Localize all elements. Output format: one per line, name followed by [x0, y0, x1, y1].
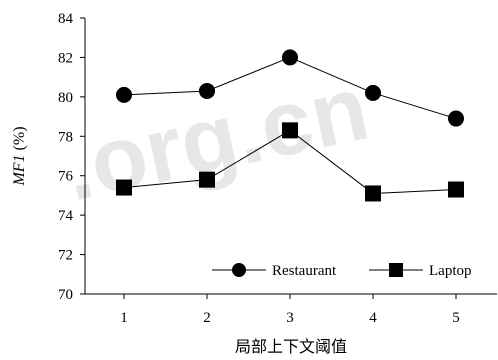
- legend-marker-laptop: [389, 263, 403, 277]
- y-tick-label: 78: [58, 129, 73, 145]
- axes: [84, 18, 497, 295]
- legend-marker-restaurant: [232, 263, 246, 277]
- x-tick-label: 5: [452, 310, 460, 326]
- y-tick-label: 72: [58, 248, 73, 264]
- x-ticks: 1 2 3 4 5: [120, 294, 460, 326]
- y-axis-title-italic: MF1: [11, 154, 28, 186]
- legend-label-restaurant: Restaurant: [272, 263, 337, 279]
- y-axis-title: MF1 (%): [11, 126, 28, 186]
- y-tick-label: 74: [58, 208, 74, 224]
- x-tick-label: 3: [286, 310, 294, 326]
- y-tick-label: 76: [58, 169, 74, 185]
- data-point-restaurant: [365, 84, 381, 101]
- data-point-restaurant: [282, 49, 298, 66]
- x-tick-label: 1: [120, 310, 128, 326]
- watermark-text: .org.cn: [56, 57, 377, 221]
- series-group: [116, 49, 464, 202]
- data-point-laptop: [199, 171, 215, 188]
- y-tick-label: 82: [58, 50, 73, 66]
- y-tick-label: 84: [58, 11, 74, 27]
- x-axis-title: 局部上下文阈值: [235, 338, 347, 356]
- x-tick-label: 2: [203, 310, 211, 326]
- legend-label-laptop: Laptop: [429, 263, 472, 279]
- data-point-laptop: [448, 181, 464, 198]
- y-ticks: 70 72 74 76 78 80 82 84: [58, 11, 85, 303]
- y-axis-title-suffix: (%): [11, 126, 28, 154]
- data-point-laptop: [365, 185, 381, 202]
- y-tick-label: 80: [58, 90, 73, 106]
- x-tick-label: 4: [369, 310, 377, 326]
- data-point-restaurant: [116, 86, 132, 103]
- data-point-laptop: [116, 179, 132, 196]
- legend: Restaurant Laptop: [212, 263, 472, 279]
- data-point-restaurant: [199, 82, 215, 99]
- data-point-restaurant: [448, 110, 464, 127]
- y-tick-label: 70: [58, 287, 73, 303]
- data-point-laptop: [282, 122, 298, 139]
